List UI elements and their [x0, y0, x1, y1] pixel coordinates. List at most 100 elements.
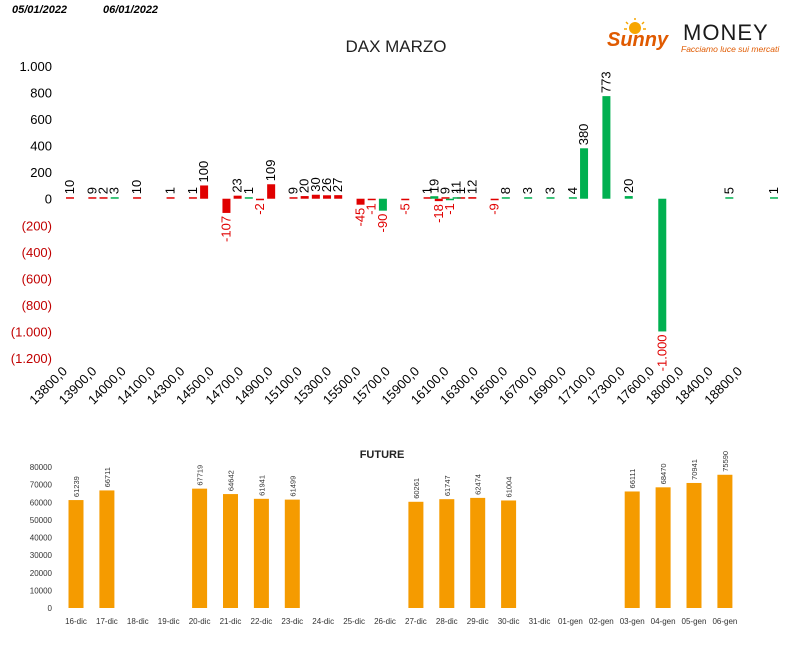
main-bar: [188, 197, 197, 199]
main-bar: [401, 198, 410, 201]
main-bar-label: -45: [353, 208, 368, 227]
main-bar: [546, 197, 555, 199]
future-bar-label: 68470: [659, 463, 668, 484]
future-bar-label: 64642: [227, 470, 236, 491]
future-y-tick-label: 50000: [30, 516, 53, 525]
future-bar: [192, 488, 208, 608]
future-x-tick-label: 25-dic: [343, 617, 365, 626]
main-bar: [255, 198, 264, 201]
main-bar: [430, 196, 439, 199]
future-bar-label: 61004: [505, 477, 514, 498]
main-bar-label: 100: [196, 161, 211, 183]
main-bar: [452, 197, 461, 199]
future-bar: [99, 490, 115, 608]
future-y-tick-label: 20000: [30, 569, 53, 578]
main-bar-label: 3: [520, 187, 535, 194]
future-bar: [501, 500, 517, 608]
main-bar-label: 4: [565, 187, 580, 194]
main-bar: [423, 197, 432, 199]
main-bar-label: -9: [487, 203, 502, 215]
main-bar: [311, 194, 320, 199]
future-bar-label: 61239: [72, 476, 81, 497]
future-x-tick-label: 01-gen: [558, 617, 583, 626]
main-bar: [378, 198, 387, 211]
future-bar: [253, 498, 269, 608]
main-bar-label: 10: [62, 180, 77, 194]
main-y-tick-label: (600): [22, 271, 52, 286]
main-bar: [356, 198, 365, 205]
main-chart-title: DAX MARZO: [345, 37, 446, 56]
main-bar: [580, 148, 589, 199]
future-x-tick-label: 05-gen: [682, 617, 707, 626]
future-x-tick-label: 02-gen: [589, 617, 614, 626]
future-bar-label: 61941: [257, 475, 266, 496]
main-bar: [222, 198, 231, 213]
main-bar: [110, 197, 119, 199]
future-y-tick-label: 40000: [30, 534, 53, 543]
main-bar-label: 1: [766, 187, 781, 194]
future-y-tick-label: 0: [48, 604, 53, 613]
future-bar: [223, 494, 238, 608]
future-bar-label: 75590: [721, 451, 730, 472]
main-y-tick-label: (1.200): [11, 351, 52, 366]
dax-marzo-chart: DAX MARZO 1.000 800 600 400 200 0 (200) (400) (6…: [11, 37, 781, 407]
main-bar: [267, 184, 276, 199]
main-y-tick-label: (200): [22, 218, 52, 233]
future-chart-title: FUTURE: [360, 449, 405, 461]
future-bar: [717, 474, 733, 608]
logo-word: MONEY: [683, 20, 769, 45]
future-bar: [439, 499, 455, 608]
main-y-tick-label: (1.000): [11, 324, 52, 339]
main-bar-label: 109: [263, 160, 278, 182]
main-bar-label: 773: [598, 71, 613, 93]
main-bar: [468, 197, 477, 199]
future-x-tick-label: 21-dic: [220, 617, 242, 626]
main-bar-label: 1: [420, 187, 435, 194]
future-bar-label: 70941: [690, 459, 699, 480]
main-bar: [524, 197, 533, 199]
future-y-tick-label: 10000: [30, 586, 53, 595]
future-x-tick-label: 18-dic: [127, 617, 149, 626]
main-bar-label: 1: [185, 187, 200, 194]
main-y-tick-label: 1.000: [19, 59, 52, 74]
date-left: 05/01/2022: [12, 4, 68, 16]
main-bar-label: 3: [543, 187, 558, 194]
future-bar-label: 67719: [196, 465, 205, 486]
main-bar-label: 9: [437, 187, 452, 194]
main-bar-label: 10: [129, 180, 144, 194]
main-bar-label: 1: [453, 187, 468, 194]
main-bar-label: 23: [230, 178, 245, 192]
main-bar: [445, 198, 454, 201]
main-y-tick-label: (400): [22, 245, 52, 260]
main-bar: [244, 197, 253, 199]
future-x-tick-label: 27-dic: [405, 617, 427, 626]
main-bar: [457, 197, 466, 199]
main-bar-label: -5: [397, 203, 412, 215]
future-bar-label: 66711: [103, 467, 112, 487]
sunny-money-logo: Sunny MONEY Facciamo luce sui mercati: [607, 18, 780, 54]
future-y-tick-label: 60000: [30, 498, 53, 507]
main-bar-label: 19: [426, 179, 441, 193]
main-y-tick-label: 0: [45, 192, 52, 207]
main-bar: [434, 198, 443, 202]
main-bar-label: 20: [621, 179, 636, 193]
main-bar: [200, 185, 209, 199]
main-bar: [725, 197, 734, 199]
main-bar: [133, 197, 142, 199]
main-bar-label: 20: [297, 179, 312, 193]
future-x-tick-label: 23-dic: [281, 617, 303, 626]
future-bar: [686, 482, 702, 608]
main-bar: [658, 198, 667, 332]
main-bar: [99, 197, 108, 199]
future-chart: FUTURE 80000 70000 60000 50000 40000 30000 200…: [30, 449, 738, 626]
future-x-tick-label: 31-dic: [529, 617, 551, 626]
future-x-tick-label: 03-gen: [620, 617, 645, 626]
main-bar: [300, 196, 309, 199]
sun-icon: [624, 18, 646, 34]
main-bar-label: 30: [308, 177, 323, 191]
future-x-tick-label: 06-gen: [712, 617, 737, 626]
future-x-tick-label: 22-dic: [251, 617, 273, 626]
logo-script: Sunny: [607, 29, 669, 51]
main-bar: [624, 196, 633, 199]
main-bar: [323, 195, 332, 199]
